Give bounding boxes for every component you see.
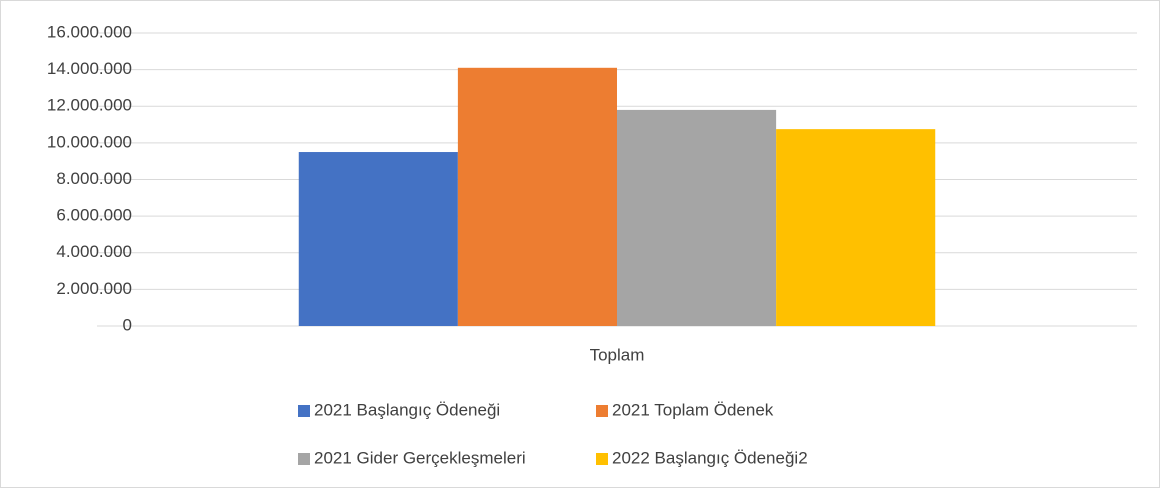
legend-label: 2021 Başlangıç Ödeneği bbox=[314, 400, 500, 419]
bar bbox=[776, 129, 936, 326]
y-tick-label: 8.000.000 bbox=[56, 169, 132, 188]
legend-swatch bbox=[596, 453, 608, 465]
legend-swatch bbox=[298, 453, 310, 465]
x-tick-label: Toplam bbox=[590, 345, 645, 364]
y-tick-label: 4.000.000 bbox=[56, 242, 132, 261]
legend-label: 2022 Başlangıç Ödeneği2 bbox=[612, 448, 808, 467]
legend-swatch bbox=[298, 405, 310, 417]
y-tick-label: 6.000.000 bbox=[56, 206, 132, 225]
bar bbox=[617, 109, 777, 326]
y-tick-label: 2.000.000 bbox=[56, 279, 132, 298]
legend-label: 2021 Toplam Ödenek bbox=[612, 400, 774, 419]
y-tick-label: 0 bbox=[123, 315, 132, 334]
y-tick-label: 12.000.000 bbox=[47, 96, 132, 115]
legend-label: 2021 Gider Gerçekleşmeleri bbox=[314, 448, 526, 467]
y-tick-label: 16.000.000 bbox=[47, 22, 132, 41]
y-tick-label: 14.000.000 bbox=[47, 59, 132, 78]
bar bbox=[457, 67, 617, 326]
bar bbox=[298, 152, 458, 326]
legend-swatch bbox=[596, 405, 608, 417]
y-tick-label: 10.000.000 bbox=[47, 132, 132, 151]
